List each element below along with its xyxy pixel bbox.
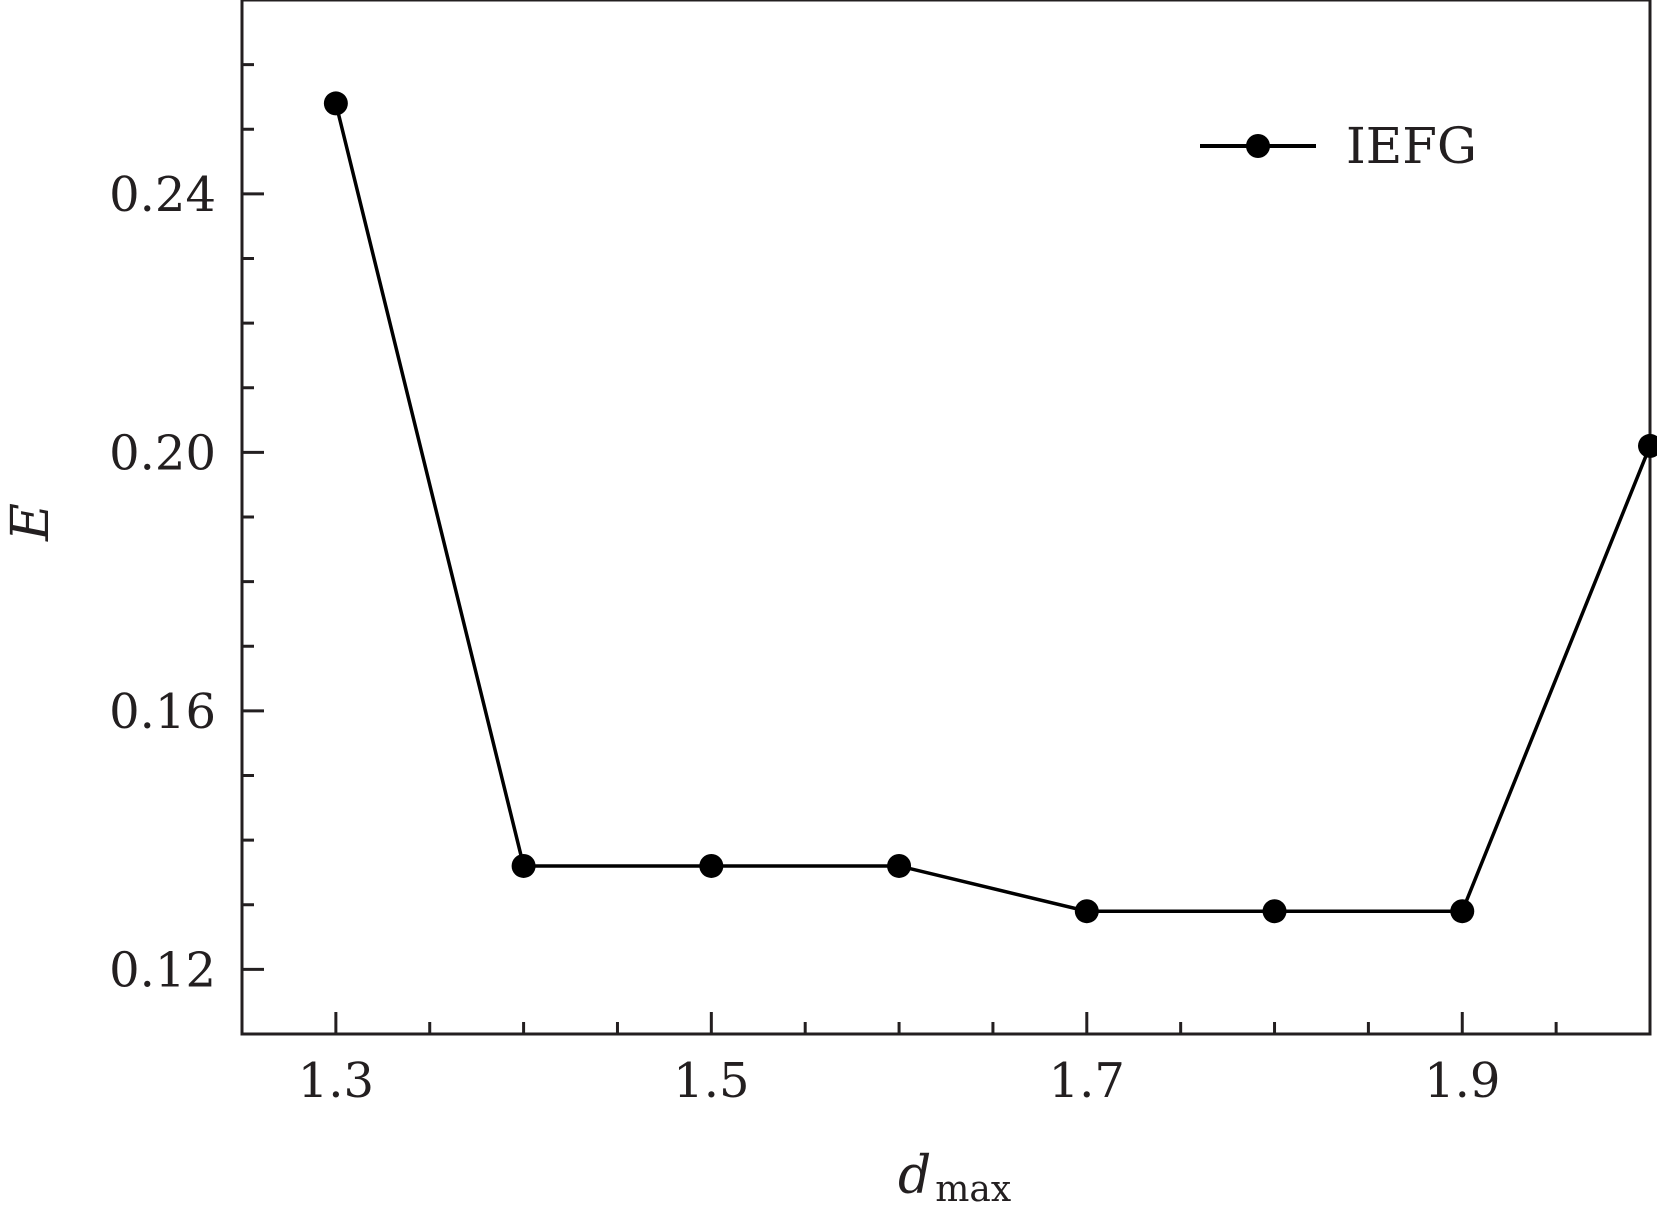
data-point — [699, 853, 724, 878]
legend: IEFG — [1200, 117, 1477, 175]
data-point — [323, 91, 348, 116]
x-axis-label-subscript: max — [935, 1169, 1011, 1210]
y-tick-label: 0.20 — [109, 425, 216, 481]
x-tick-label: 1.3 — [298, 1053, 374, 1109]
legend-label: IEFG — [1346, 117, 1477, 175]
y-tick-label: 0.16 — [109, 684, 216, 740]
data-point — [887, 853, 912, 878]
x-tick-label: 1.5 — [673, 1053, 749, 1109]
legend-point-marker — [1246, 134, 1270, 158]
data-point — [511, 853, 536, 878]
data-point — [1074, 899, 1099, 924]
x-axis-label: d max — [898, 1146, 1011, 1210]
data-point — [1450, 899, 1475, 924]
y-axis-label: E — [1, 503, 61, 542]
ticks-layer — [242, 63, 1652, 1034]
x-tick-label: 1.7 — [1049, 1053, 1125, 1109]
x-tick-label: 1.9 — [1424, 1053, 1500, 1109]
x-axis-label-main: d — [898, 1146, 931, 1206]
data-point — [1262, 899, 1287, 924]
tick-labels-layer: 1.3 1.5 1.7 1.9 0.12 0.16 0.20 0.24 — [109, 167, 1500, 1109]
data-point — [1638, 433, 1657, 458]
y-tick-label: 0.24 — [109, 167, 216, 223]
y-tick-label: 0.12 — [109, 942, 216, 998]
series-line — [334, 102, 1652, 913]
series-layer — [323, 91, 1657, 924]
